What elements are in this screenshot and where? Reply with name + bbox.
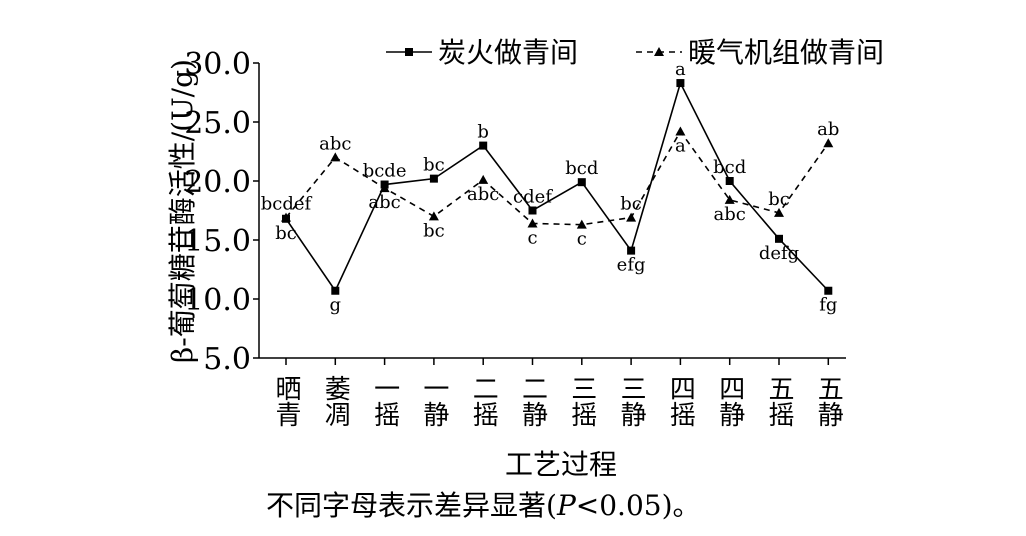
series-1-point: [627, 246, 636, 255]
series-1-point: [479, 141, 488, 150]
series-1-point-label: b: [477, 122, 489, 143]
series-2-point: [774, 207, 784, 217]
series-1-point-label: efg: [617, 255, 646, 276]
series-2-point: [576, 219, 587, 229]
legend-label-1: 炭火做青间: [438, 36, 578, 69]
series-line-1: [285, 80, 829, 293]
series-1-point: [429, 174, 438, 183]
series-1-point-label: g: [330, 295, 342, 316]
series-1-point-label: a: [675, 59, 686, 80]
x-tick-label: 五静: [813, 375, 843, 427]
x-tick-label: 五摇: [764, 375, 794, 427]
series-1-point: [775, 234, 783, 243]
series-1-point-label: bc: [275, 223, 297, 244]
series-1-point-label: bcde: [363, 161, 407, 182]
note-suffix: <0.05)。: [575, 489, 701, 522]
series-2-point-label: bc: [620, 194, 642, 215]
series-1-point: [577, 178, 586, 187]
series-2-point: [724, 194, 735, 204]
chart: 5.010.015.020.025.030.0晒青 萎凋 一摇 一静 二摇 二静 三摇 三静四…: [166, 36, 884, 481]
legend: 炭火做青间 暖气机组做青间: [386, 36, 884, 69]
series-1-point: [725, 177, 734, 185]
series-line-2: [285, 129, 829, 226]
x-axis-title: 工艺过程: [505, 448, 617, 481]
legend-marker-1: [405, 48, 413, 56]
x-tick-label: 三静: [616, 375, 646, 427]
note-prefix: 不同字母表示差异显著(: [266, 489, 557, 522]
significance-note: 不同字母表示差异显著(P<0.05)。: [266, 488, 701, 524]
series-2-point-label: c: [527, 227, 537, 248]
x-tick-label: 萎凋: [320, 375, 350, 427]
x-tick-label: 四静: [715, 375, 745, 427]
y-tick-label: 15.0: [184, 224, 251, 259]
series-2-point: [823, 138, 834, 148]
y-tick-label: 20.0: [184, 165, 251, 200]
series-2-point-label: ab: [817, 119, 839, 140]
series-2-point-label: c: [577, 229, 587, 250]
series-2-point: [379, 183, 390, 193]
y-tick-label: 5.0: [203, 342, 251, 377]
series-2-point-label: bcdef: [261, 194, 313, 215]
series-2-point-label: abc: [368, 192, 400, 213]
x-tick-label: 二静: [518, 375, 548, 427]
series-1-point-label: bcd: [565, 158, 598, 179]
series-2-point: [675, 126, 686, 136]
series-2-point-label: abc: [714, 204, 746, 225]
series-2-point: [428, 211, 439, 221]
series-2-point: [281, 212, 291, 222]
x-tick-label: 一静: [419, 375, 449, 427]
y-tick-label: 10.0: [184, 283, 251, 318]
series-1-point: [331, 286, 340, 295]
x-tick-label: 三摇: [567, 375, 597, 427]
series-2-point: [478, 174, 489, 184]
series-1-point-label: bcd: [713, 157, 746, 178]
series-2-point: [330, 152, 341, 162]
series-1-point: [528, 206, 537, 215]
series-layer: [281, 79, 834, 295]
y-tick-label: 30.0: [184, 47, 251, 82]
series-2-point-label: bc: [423, 220, 445, 241]
series-1-point-label: bc: [423, 155, 445, 176]
series-1-point-label: fg: [819, 295, 837, 316]
series-2-point: [626, 212, 637, 222]
series-1-point-label: cdef: [513, 187, 553, 208]
legend-marker-2: [654, 47, 664, 56]
series-2-point-label: abc: [319, 133, 351, 154]
y-axis-title: β-葡萄糖苷酶活性/(U/g): [166, 59, 199, 363]
series-1-point: [676, 79, 685, 88]
series-2-point-label: a: [675, 135, 686, 156]
series-2-point: [527, 218, 538, 228]
series-2-point-label: bc: [768, 189, 790, 210]
x-tick-label: 二摇: [468, 375, 498, 427]
series-1-point: [824, 286, 833, 295]
x-tick-label: 晒青: [271, 375, 301, 427]
legend-label-2: 暖气机组做青间: [688, 36, 884, 69]
y-tick-label: 25.0: [184, 106, 251, 141]
x-tick-label: 四摇: [665, 375, 695, 427]
series-2-point-label: abc: [467, 184, 499, 205]
axes: 5.010.015.020.025.030.0晒青 萎凋 一摇 一静 二摇 二静 三摇 三静四…: [166, 47, 846, 481]
note-p-symbol: P: [556, 489, 576, 522]
series-1-point-label: defg: [759, 243, 799, 264]
x-tick-label: 一摇: [370, 375, 400, 427]
